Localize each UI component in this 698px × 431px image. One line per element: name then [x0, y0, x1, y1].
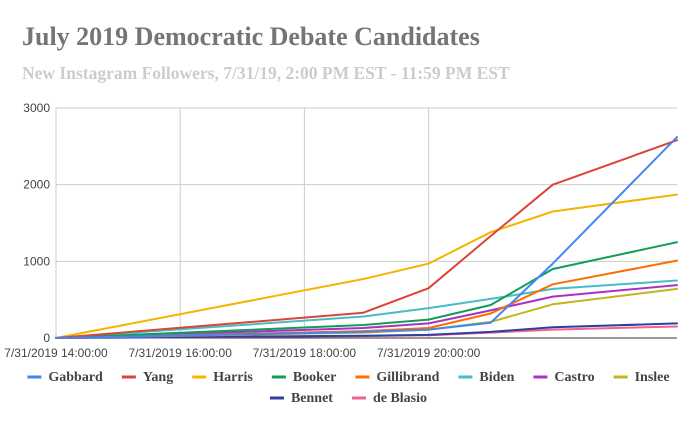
- legend-item-booker[interactable]: Booker: [271, 370, 337, 385]
- y-tick-label: 0: [43, 331, 50, 345]
- legend-label: de Blasio: [373, 391, 427, 406]
- legend-item-gillibrand[interactable]: Gillibrand: [355, 370, 440, 385]
- series-line-castro: [55, 284, 678, 339]
- legend-label: Inslee: [635, 370, 670, 385]
- legend-label: Yang: [143, 370, 173, 385]
- y-tick-label: 2000: [23, 178, 50, 192]
- legend-label: Biden: [479, 370, 514, 385]
- legend-item-inslee[interactable]: Inslee: [613, 370, 670, 385]
- legend: Gabbard Yang Harris Booker Gillibrand Biden Ca…: [27, 370, 670, 406]
- series-line-biden: [55, 279, 678, 339]
- series-line-yang: [55, 139, 678, 339]
- legend-label: Harris: [213, 370, 253, 385]
- series-line-booker: [55, 241, 678, 339]
- x-tick-label: 7/31/2019 14:00:00: [4, 346, 108, 360]
- x-tick-label: 7/31/2019 18:00:00: [253, 346, 357, 360]
- x-tick-label: 7/31/2019 16:00:00: [128, 346, 232, 360]
- chart-subtitle: New Instagram Followers, 7/31/19, 2:00 P…: [22, 63, 510, 83]
- legend-label: Castro: [554, 370, 594, 385]
- legend-label: Booker: [293, 370, 337, 385]
- x-tick-label: 7/31/2019 20:00:00: [377, 346, 481, 360]
- chart-title: July 2019 Democratic Debate Candidates: [22, 22, 480, 51]
- legend-item-gabbard[interactable]: Gabbard: [27, 370, 103, 385]
- legend-item-de-blasio[interactable]: de Blasio: [351, 391, 427, 406]
- legend-item-bennet[interactable]: Bennet: [269, 391, 333, 406]
- gridlines: [55, 107, 677, 338]
- legend-label: Bennet: [291, 391, 333, 406]
- legend-label: Gabbard: [48, 370, 103, 385]
- series-line-gabbard: [55, 136, 678, 339]
- legend-item-yang[interactable]: Yang: [121, 370, 173, 385]
- y-tick-label: 1000: [23, 254, 50, 268]
- legend-item-harris[interactable]: Harris: [192, 370, 253, 385]
- axes: 0 1000 2000 3000 7/31/2019 14:00:00 7/31/2019…: [4, 101, 677, 360]
- legend-label: Gillibrand: [376, 370, 439, 385]
- legend-item-castro[interactable]: Castro: [533, 370, 595, 385]
- series-line-bennet: [55, 322, 678, 339]
- series-lines: [55, 136, 678, 339]
- y-tick-label: 3000: [23, 101, 50, 115]
- legend-item-biden[interactable]: Biden: [458, 370, 515, 385]
- series-line-harris: [55, 193, 678, 339]
